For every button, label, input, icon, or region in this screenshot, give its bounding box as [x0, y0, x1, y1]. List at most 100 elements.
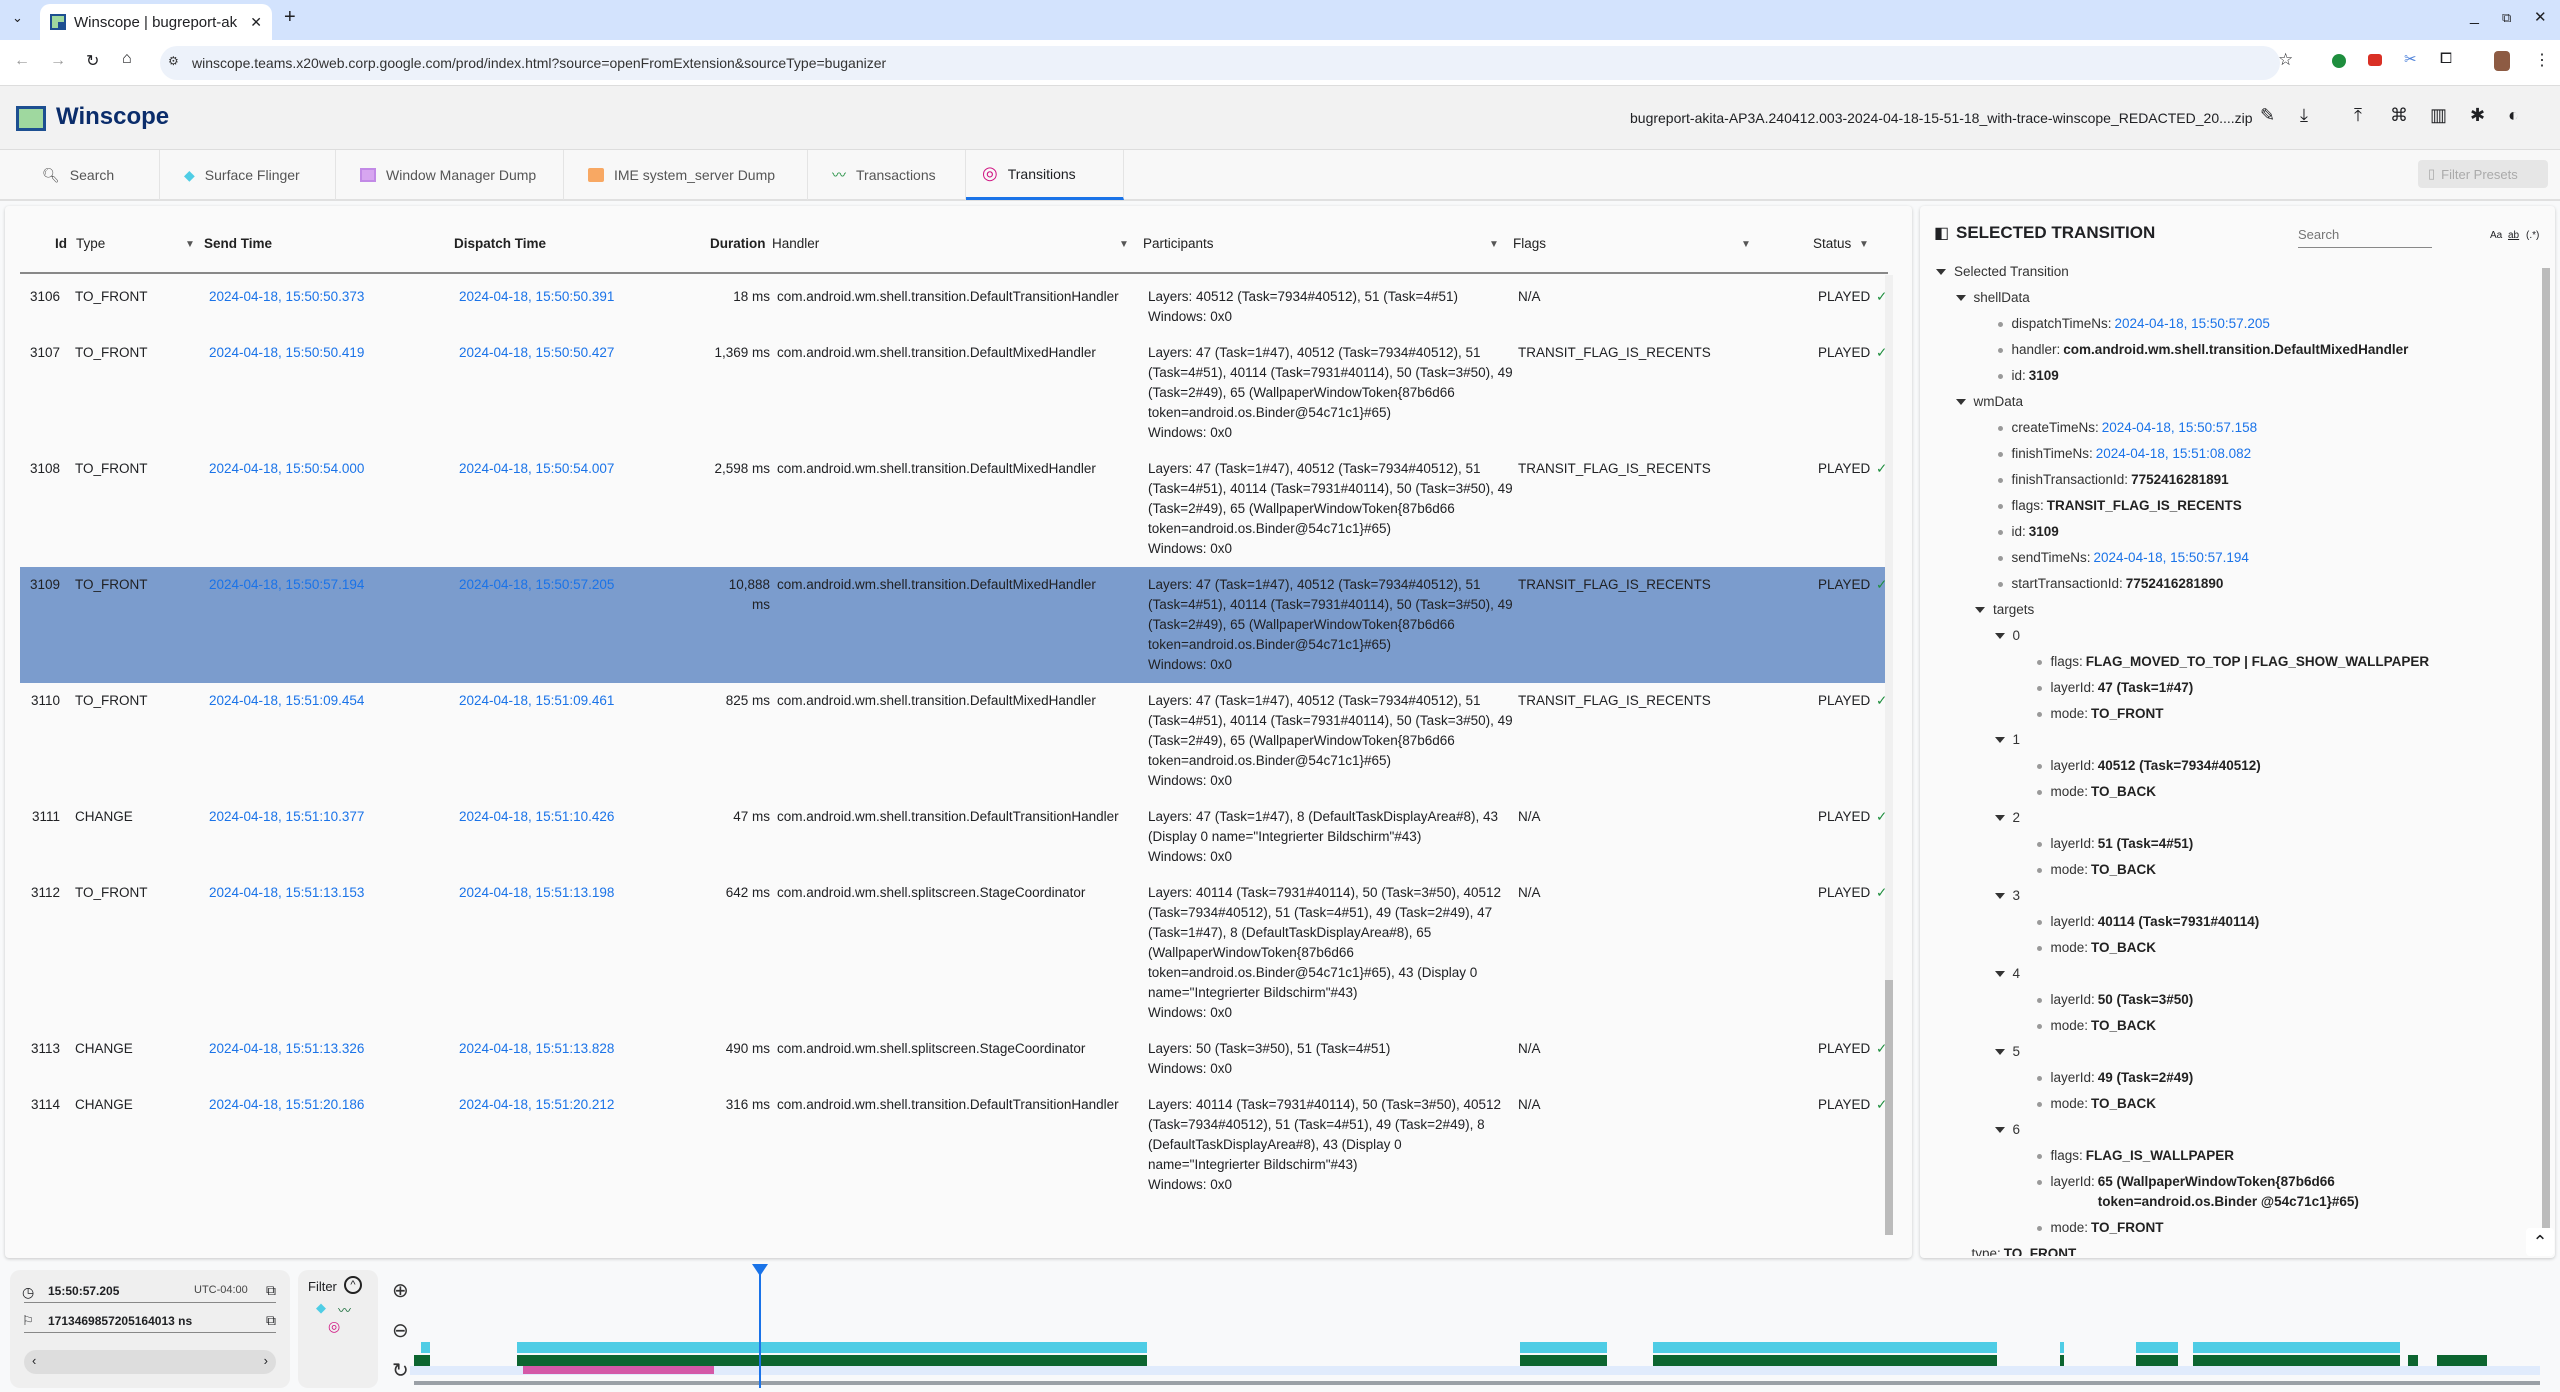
expand-arrow-icon[interactable]	[1994, 737, 2005, 744]
cell-send-time[interactable]: 2024-04-18, 15:51:13.326	[209, 1041, 365, 1056]
cell-send-time[interactable]: 2024-04-18, 15:51:13.153	[209, 885, 365, 900]
cell-send-time[interactable]: 2024-04-18, 15:50:50.373	[209, 289, 365, 304]
cell-dispatch-time[interactable]: 2024-04-18, 15:50:50.427	[459, 345, 615, 360]
report-bug-icon[interactable]: ✱	[2470, 105, 2486, 125]
timeline-cursor-line[interactable]	[759, 1272, 761, 1388]
copy-time-icon[interactable]: ⧉	[266, 1282, 276, 1298]
copy-ns-icon[interactable]: ⧉	[266, 1312, 276, 1328]
shortcuts-icon[interactable]: ⌘	[2390, 105, 2408, 125]
tree-node[interactable]: 3	[1994, 886, 2020, 906]
cell-dispatch-time[interactable]: 2024-04-18, 15:51:20.212	[459, 1097, 615, 1112]
cell-dispatch-time[interactable]: 2024-04-18, 15:51:10.426	[459, 809, 615, 824]
current-ns-field[interactable]: 1713469857205164013 ns	[48, 1314, 193, 1328]
property-value[interactable]: 2024-04-18, 15:50:57.194	[2093, 550, 2249, 565]
extension-scissors-icon[interactable]: ✂	[2404, 51, 2417, 68]
header-send-time[interactable]: Send Time	[204, 236, 273, 251]
expand-arrow-icon[interactable]	[1955, 295, 1966, 302]
table-row[interactable]: 3110 TO_FRONT 2024-04-18, 15:51:09.454 2024…	[20, 683, 1888, 799]
match-word-toggle[interactable]: ab	[2508, 230, 2520, 241]
tree-node[interactable]: 4	[1994, 964, 2020, 984]
timeline-cursor-handle[interactable]	[752, 1264, 768, 1276]
cell-send-time[interactable]: 2024-04-18, 15:51:10.377	[209, 809, 365, 824]
extension-check-icon[interactable]	[2332, 54, 2346, 68]
header-handler[interactable]: Handler	[772, 236, 820, 251]
bookmark-star-icon[interactable]: ☆	[2278, 50, 2294, 69]
current-time-field[interactable]: 15:50:57.205	[48, 1284, 120, 1298]
edit-filename-icon[interactable]: ✎	[2260, 105, 2276, 125]
header-flags[interactable]: Flags	[1513, 236, 1547, 251]
cell-send-time[interactable]: 2024-04-18, 15:50:54.000	[209, 461, 365, 476]
status-filter-arrow-icon[interactable]: ▼	[1859, 239, 1869, 250]
cell-send-time[interactable]: 2024-04-18, 15:50:50.419	[209, 345, 365, 360]
transactions-entry[interactable]	[517, 1355, 1147, 1366]
cell-dispatch-time[interactable]: 2024-04-18, 15:50:57.205	[459, 577, 615, 592]
table-row[interactable]: 3114 CHANGE 2024-04-18, 15:51:20.186 2024-0…	[20, 1087, 1888, 1203]
property-value[interactable]: 2024-04-18, 15:51:08.082	[2095, 446, 2252, 461]
collapse-panel-icon[interactable]: ◧	[1934, 225, 1950, 242]
header-id[interactable]: Id	[55, 236, 67, 251]
extension-record-icon[interactable]	[2368, 54, 2382, 66]
new-tab-icon[interactable]: +	[284, 6, 296, 28]
tree-node[interactable]: Selected Transition	[1936, 262, 2069, 282]
tree-node[interactable]: shellData	[1955, 288, 2030, 308]
tab-transitions[interactable]: ◎ Transitions	[966, 150, 1124, 200]
table-row[interactable]: 3108 TO_FRONT 2024-04-18, 15:50:54.000 2024…	[20, 451, 1888, 567]
download-icon[interactable]: ⤓	[2300, 105, 2308, 125]
expand-arrow-icon[interactable]	[1975, 607, 1985, 614]
transitions-track-background[interactable]	[410, 1366, 2540, 1375]
reset-zoom-icon[interactable]: ↻	[392, 1360, 409, 1382]
documentation-icon[interactable]: ▥	[2430, 105, 2448, 125]
header-duration[interactable]: Duration	[710, 236, 766, 251]
tree-node[interactable]: 6	[1994, 1120, 2020, 1140]
filter-collapse-icon[interactable]: ^	[344, 1276, 362, 1294]
site-info-icon[interactable]: ⚙	[168, 54, 179, 68]
flags-filter-arrow-icon[interactable]: ▼	[1741, 239, 1751, 250]
tree-node[interactable]: targets	[1975, 600, 2034, 620]
table-row[interactable]: 3113 CHANGE 2024-04-18, 15:51:13.326 2024-0…	[20, 1031, 1888, 1087]
match-case-toggle[interactable]: Aa	[2490, 230, 2503, 241]
surface-flinger-trace-toggle-icon[interactable]: ◆	[316, 1300, 326, 1315]
zoom-out-icon[interactable]: ⊖	[392, 1320, 409, 1342]
table-row[interactable]: 3112 TO_FRONT 2024-04-18, 15:51:13.153 2024…	[20, 875, 1888, 1031]
properties-search-input[interactable]	[2298, 222, 2432, 248]
table-row[interactable]: 3107 TO_FRONT 2024-04-18, 15:50:50.419 2024…	[20, 335, 1888, 451]
tab-ime-dump[interactable]: IME system_server Dump	[572, 150, 808, 200]
surface-flinger-entry[interactable]	[2136, 1342, 2178, 1353]
cell-dispatch-time[interactable]: 2024-04-18, 15:51:13.828	[459, 1041, 615, 1056]
transactions-entry[interactable]	[1653, 1355, 1997, 1366]
minimize-icon[interactable]: _	[2470, 8, 2479, 25]
restore-icon[interactable]: ⧉	[2502, 10, 2512, 25]
expand-arrow-icon[interactable]	[1994, 633, 2005, 640]
tree-node[interactable]: 0	[1994, 626, 2020, 646]
browser-menu-icon[interactable]: ⋮	[2534, 52, 2550, 69]
expand-arrow-icon[interactable]	[1994, 971, 2005, 978]
tree-node[interactable]: 2	[1994, 808, 2020, 828]
transactions-entry[interactable]	[2060, 1355, 2064, 1366]
cell-send-time[interactable]: 2024-04-18, 15:50:57.194	[209, 577, 365, 592]
cell-dispatch-time[interactable]: 2024-04-18, 15:50:50.391	[459, 289, 615, 304]
header-status[interactable]: Status	[1813, 236, 1852, 251]
transactions-entry[interactable]	[2437, 1355, 2487, 1366]
table-row[interactable]: 3109 TO_FRONT 2024-04-18, 15:50:57.194 2024…	[20, 567, 1888, 683]
transactions-entry[interactable]	[1520, 1355, 1607, 1366]
handler-filter-arrow-icon[interactable]: ▼	[1119, 239, 1129, 250]
surface-flinger-entry[interactable]	[1520, 1342, 1607, 1353]
table-scrollbar-thumb[interactable]	[1885, 980, 1893, 1235]
transitions-trace-toggle-icon[interactable]: ◎	[328, 1318, 341, 1334]
tab-window-manager-dump[interactable]: Window Manager Dump	[344, 150, 564, 200]
transactions-entry[interactable]	[2408, 1355, 2418, 1366]
forward-icon[interactable]: →	[50, 52, 66, 69]
expand-arrow-icon[interactable]	[1994, 893, 2005, 900]
transactions-trace-toggle-icon[interactable]: 〰	[338, 1303, 352, 1318]
tab-transactions[interactable]: 〰 Transactions	[816, 150, 966, 200]
transitions-entry[interactable]	[523, 1366, 714, 1374]
reload-icon[interactable]: ↻	[86, 53, 100, 70]
extensions-puzzle-icon[interactable]: ⧠	[2440, 50, 2453, 67]
home-icon[interactable]: ⌂	[122, 50, 132, 67]
table-row[interactable]: 3106 TO_FRONT 2024-04-18, 15:50:50.373 2024…	[20, 279, 1888, 335]
regex-toggle[interactable]: (.*)	[2526, 230, 2540, 241]
browser-tab[interactable]: Winscope | bugreport-ak ✕	[40, 4, 272, 40]
header-participants[interactable]: Participants	[1143, 236, 1214, 251]
tree-node[interactable]: wmData	[1955, 392, 2023, 412]
table-scrollbar[interactable]	[1885, 275, 1893, 1235]
